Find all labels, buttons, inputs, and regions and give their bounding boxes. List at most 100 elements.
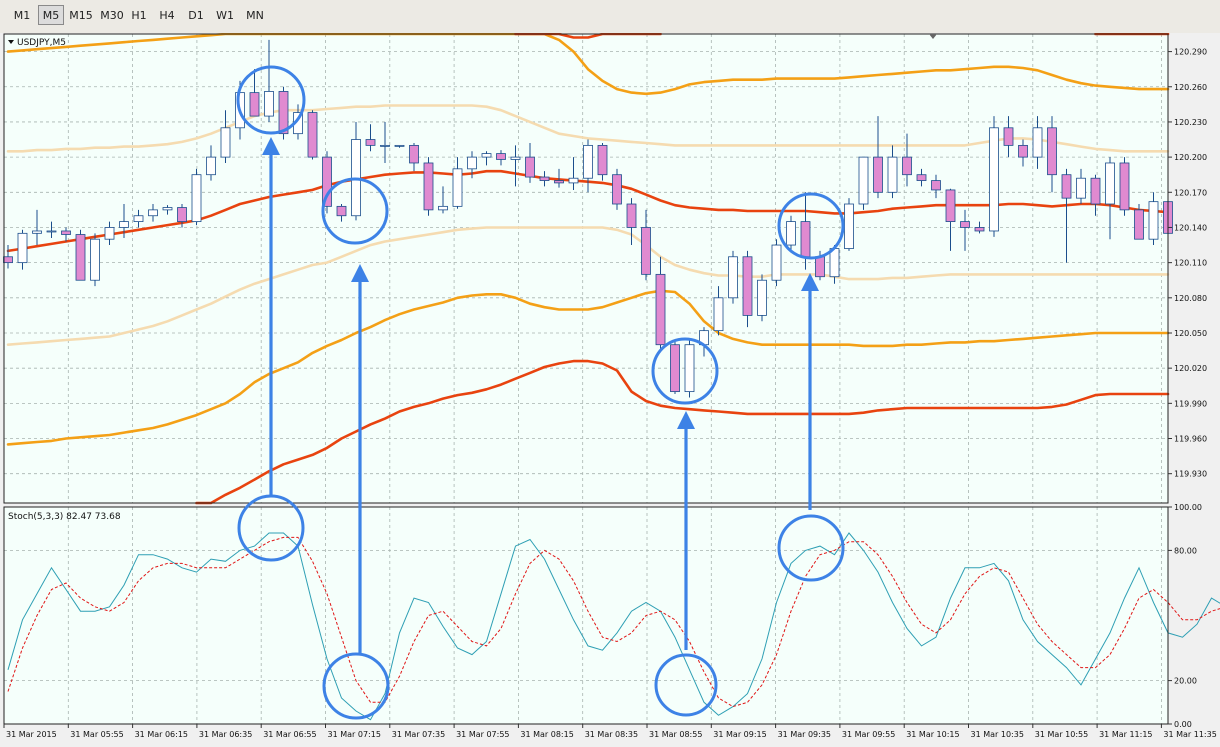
bear-candle bbox=[800, 221, 811, 258]
bull-candle bbox=[1076, 177, 1086, 199]
bollinger-upper-sd2 bbox=[6, 33, 1170, 96]
timeframe-button-d1[interactable]: D1 bbox=[188, 9, 204, 22]
bear-candle bbox=[960, 221, 970, 228]
timeframe-toolbar: M1 M5 M15 M30 H1 H4 D1 W1 MN bbox=[0, 0, 1220, 34]
y-tick-label: 119.930 bbox=[1174, 470, 1207, 479]
bull-candle bbox=[220, 127, 231, 158]
bear-candle bbox=[873, 156, 883, 193]
bull-candle bbox=[17, 232, 28, 264]
panel-frames bbox=[3, 33, 1169, 725]
stoch-y-tick-label: 100.00 bbox=[1174, 503, 1202, 512]
bear-candle bbox=[496, 153, 506, 160]
y-tick-label: 120.170 bbox=[1174, 188, 1207, 197]
annotation-circle bbox=[654, 653, 718, 717]
annotation-circle bbox=[321, 177, 389, 245]
timeframe-button-w1[interactable]: W1 bbox=[216, 9, 234, 22]
bear-candle bbox=[626, 203, 637, 228]
bull-candle bbox=[713, 297, 724, 332]
y-tick-label: 120.230 bbox=[1174, 118, 1207, 127]
bull-candle bbox=[510, 156, 521, 160]
x-tick-label: 31 Mar 07:15 bbox=[328, 730, 381, 739]
x-tick-label: 31 Mar 08:15 bbox=[520, 730, 573, 739]
bull-candle bbox=[90, 238, 100, 281]
x-tick-label: 31 Mar 10:55 bbox=[1035, 730, 1088, 739]
bear-candle bbox=[1090, 177, 1101, 205]
bear-candle bbox=[916, 174, 927, 181]
y-tick-label: 120.200 bbox=[1174, 153, 1207, 162]
y-tick-label: 120.110 bbox=[1174, 259, 1207, 268]
y-tick-label: 120.020 bbox=[1174, 364, 1207, 373]
timeframe-button-m1[interactable]: M1 bbox=[13, 9, 31, 22]
timeframe-button-m30[interactable]: M30 bbox=[100, 9, 124, 22]
annotations bbox=[236, 65, 845, 720]
bull-candle bbox=[380, 144, 390, 147]
scroll-marker-icon bbox=[929, 34, 937, 39]
bull-candle bbox=[191, 174, 202, 222]
y-tick-label: 120.050 bbox=[1174, 329, 1207, 338]
stoch-y-tick-label: 0.00 bbox=[1174, 720, 1192, 729]
bear-candle bbox=[931, 180, 941, 191]
stoch-y-tick-label: 80.00 bbox=[1174, 546, 1197, 555]
bear-candle bbox=[655, 273, 666, 346]
main-chart-background bbox=[4, 34, 1168, 503]
bollinger-lower-sd2 bbox=[6, 289, 1170, 446]
timeframe-button-h1[interactable]: H1 bbox=[131, 9, 147, 22]
x-tick-label: 31 Mar 2015 bbox=[6, 730, 57, 739]
bull-candle bbox=[119, 221, 129, 228]
bull-candle bbox=[568, 177, 579, 184]
bull-candle bbox=[728, 256, 738, 299]
price-chart[interactable]: 119.930 119.960 119.990 120.020 120.050 120.0… bbox=[0, 33, 1220, 747]
x-tick-label: 31 Mar 06:15 bbox=[135, 730, 188, 739]
timeframe-button-m5[interactable]: M5 bbox=[38, 5, 64, 25]
x-tick-label: 31 Mar 10:15 bbox=[906, 730, 959, 739]
annotation-circle bbox=[236, 65, 306, 135]
bull-candle bbox=[829, 248, 840, 278]
annotation-arrow-head bbox=[262, 137, 280, 155]
bear-candle bbox=[945, 189, 956, 223]
x-axis: 31 Mar 2015 31 Mar 05:55 31 Mar 06:15 31 Ma… bbox=[3, 724, 1217, 739]
annotation-circle bbox=[777, 192, 845, 260]
x-tick-label: 31 Mar 11:35 bbox=[1163, 730, 1216, 739]
bear-candle bbox=[1018, 144, 1028, 158]
bull-candle bbox=[46, 230, 57, 233]
bear-candle bbox=[670, 344, 680, 393]
bull-candle bbox=[1032, 127, 1043, 158]
bull-candle bbox=[771, 244, 782, 281]
candlesticks bbox=[3, 39, 1173, 398]
annotation-arrow-head bbox=[351, 264, 369, 282]
y-tick-label: 120.140 bbox=[1174, 223, 1207, 232]
x-tick-label: 31 Mar 06:55 bbox=[263, 730, 316, 739]
bull-candle bbox=[32, 230, 42, 234]
bull-candle bbox=[162, 207, 173, 211]
bear-candle bbox=[365, 139, 376, 146]
stochastic-panel-background bbox=[4, 507, 1168, 724]
bear-candle bbox=[815, 256, 825, 278]
x-tick-label: 31 Mar 09:55 bbox=[842, 730, 895, 739]
bear-candle bbox=[75, 234, 86, 281]
stochastic-lines bbox=[7, 532, 1220, 721]
timeframe-button-mn[interactable]: MN bbox=[246, 9, 264, 22]
y-axis: 119.930 119.960 119.990 120.020 120.050 120.0… bbox=[1168, 48, 1207, 729]
bull-candle bbox=[1105, 162, 1115, 205]
timeframe-button-m15[interactable]: M15 bbox=[69, 9, 93, 22]
bear-candle bbox=[322, 156, 332, 207]
bear-candle bbox=[1134, 209, 1144, 240]
bear-candle bbox=[177, 207, 187, 222]
bull-candle bbox=[133, 215, 144, 223]
collapse-triangle-icon[interactable] bbox=[8, 40, 14, 44]
bear-candle bbox=[1003, 127, 1014, 146]
bull-candle bbox=[684, 344, 695, 393]
bull-candle bbox=[264, 91, 274, 117]
bear-candle bbox=[409, 144, 419, 164]
bull-candle bbox=[844, 203, 854, 249]
x-tick-label: 31 Mar 09:15 bbox=[713, 730, 766, 739]
bear-candle bbox=[974, 227, 985, 232]
bull-candle bbox=[452, 168, 463, 207]
y-tick-label: 120.260 bbox=[1174, 83, 1207, 92]
stoch-signal-line bbox=[7, 536, 1220, 708]
x-tick-label: 31 Mar 08:55 bbox=[649, 730, 702, 739]
timeframe-button-h4[interactable]: H4 bbox=[159, 9, 175, 22]
bear-candle bbox=[539, 176, 550, 181]
bear-candle bbox=[249, 92, 260, 117]
bull-candle bbox=[394, 144, 405, 147]
